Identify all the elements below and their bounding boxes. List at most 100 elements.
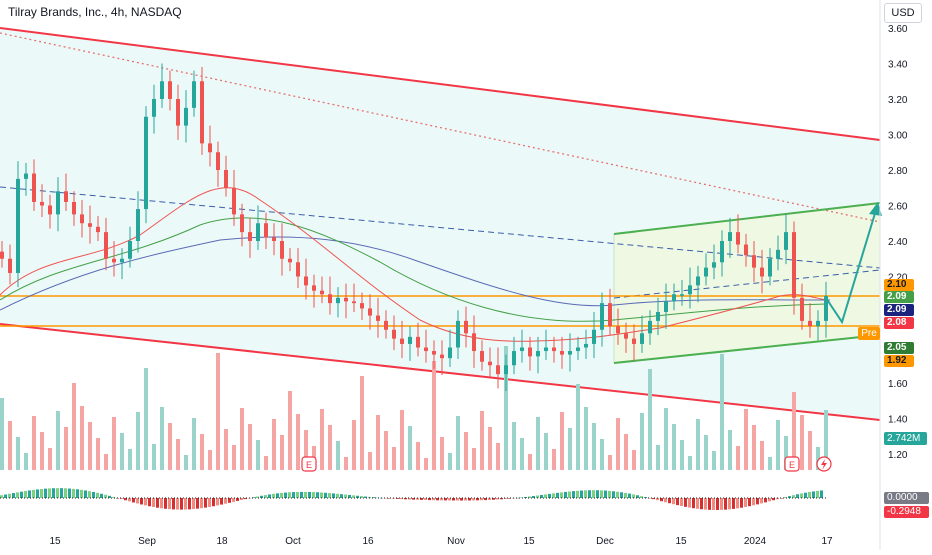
time-axis[interactable]: 15 Sep 18 Oct 16 Nov 15 Dec 15 2024 17 (49, 536, 833, 547)
dotted-trend-line (0, 32, 881, 223)
oscillator-bar (244, 498, 247, 500)
volume-bar (280, 435, 284, 470)
oscillator-bar (328, 493, 331, 498)
candle-body (464, 320, 468, 334)
candle-body (72, 201, 76, 215)
oscillator-bar (468, 498, 471, 501)
oscillator-bar (424, 498, 427, 501)
volume-bar (824, 410, 828, 470)
oscillator-bar (112, 496, 115, 498)
oscillator-bar (700, 498, 703, 510)
candle-body (384, 320, 388, 330)
oscillator-bar (180, 498, 183, 510)
candle-body (568, 351, 572, 355)
price-tag-208: 2.08 (884, 317, 914, 329)
oscillator-bar (420, 498, 423, 500)
oscillator-bar (24, 491, 27, 498)
volume-bar (744, 409, 748, 470)
candle-body (320, 290, 324, 295)
candle-body (40, 201, 44, 206)
oscillator-bar (288, 492, 291, 498)
earnings-event-2[interactable]: E (784, 456, 800, 472)
oscillator-bar (684, 498, 687, 507)
volume-bar (752, 425, 756, 470)
oscillator-bar (536, 495, 539, 498)
oscillator-bar (748, 498, 751, 507)
volume-bar (488, 427, 492, 470)
time-tick-label: Nov (447, 536, 465, 547)
candle-body (184, 107, 188, 126)
candle-body (136, 209, 140, 241)
volume-bar (816, 447, 820, 470)
earnings-event-2-label: E (789, 460, 795, 470)
volume-bar (16, 437, 20, 470)
price-tick-label: 3.60 (888, 24, 908, 35)
oscillator-bar (296, 491, 299, 498)
oscillator-bar (500, 498, 503, 500)
volume-bar (560, 412, 564, 470)
price-tick-label: 1.20 (888, 450, 908, 461)
oscillator-bar (436, 498, 439, 501)
price-tick-label: 2.80 (888, 166, 908, 177)
oscillator-bar (608, 490, 611, 498)
oscillator-bar (352, 495, 355, 498)
oscillator-bar (628, 493, 631, 498)
volume-bar (336, 441, 340, 470)
volume-bar (400, 410, 404, 470)
volume-bar (648, 369, 652, 470)
candle-body (816, 320, 820, 327)
currency-selector[interactable]: USD (884, 3, 922, 23)
volume-bar (600, 439, 604, 470)
price-axis[interactable]: 3.603.403.203.002.802.602.402.201.801.60… (888, 24, 908, 461)
oscillator-bar (192, 498, 195, 510)
earnings-event-1[interactable]: E (301, 456, 317, 472)
oscillator-bar (600, 490, 603, 498)
oscillator-bar (692, 498, 695, 509)
earnings-event-1-label: E (306, 460, 312, 470)
time-tick-label: 15 (675, 536, 687, 547)
candle-body (536, 351, 540, 357)
oscillator-bar (12, 493, 15, 498)
time-tick-label: 15 (523, 536, 535, 547)
volume-bar (552, 449, 556, 470)
volume-bar (576, 384, 580, 470)
oscillator-value-tag: -0.2948 (884, 506, 929, 518)
candle-body (24, 173, 28, 179)
dividend-lightning-icon[interactable] (816, 456, 832, 472)
oscillator-bar (292, 492, 295, 498)
volume-bar (248, 424, 252, 470)
volume-bar (384, 431, 388, 470)
volume-bar (104, 454, 108, 470)
candle-body (48, 205, 52, 215)
volume-bar (304, 430, 308, 470)
candle-body (800, 297, 804, 321)
oscillator-bar (0, 495, 3, 498)
projection-arrow (825, 209, 877, 325)
oscillator-bar (412, 498, 415, 500)
oscillator-bar (224, 498, 227, 504)
oscillator-bar (356, 495, 359, 498)
volume-bar (360, 376, 364, 470)
volume-bar (96, 438, 100, 470)
volume-bar (168, 423, 172, 470)
oscillator-bar (8, 493, 11, 498)
candle-body (80, 214, 84, 224)
volume-bar (760, 441, 764, 470)
symbol-title[interactable]: Tilray Brands, Inc., 4h, NASDAQ (8, 5, 182, 19)
oscillator-bar (164, 498, 167, 509)
oscillator-bar (312, 492, 315, 498)
volume-bar (712, 451, 716, 470)
volume-bar (144, 368, 148, 470)
time-tick-label: 2024 (744, 536, 767, 547)
candle-body (616, 326, 620, 334)
oscillator-bar (88, 491, 91, 498)
oscillator-bar (680, 498, 683, 507)
oscillator-bar (728, 498, 731, 510)
premarket-badge[interactable]: Pre (858, 327, 880, 340)
oscillator-bar (784, 497, 787, 498)
candle-body (264, 223, 268, 238)
volume-bar (736, 446, 740, 470)
volume-bar (264, 456, 268, 470)
